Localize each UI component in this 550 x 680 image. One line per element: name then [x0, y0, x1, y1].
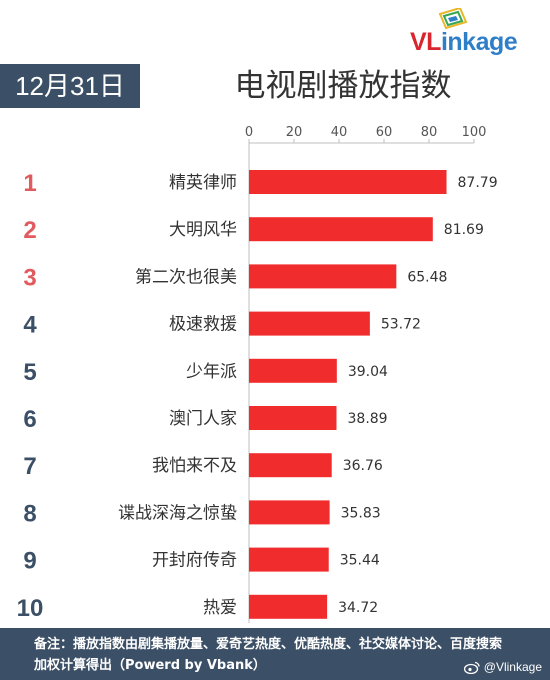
rank-number: 4 — [23, 312, 37, 339]
category-label: 热爱 — [203, 598, 237, 618]
rank-number: 5 — [23, 359, 36, 386]
x-tick-label: 60 — [376, 125, 393, 140]
rank-number: 3 — [23, 264, 36, 291]
value-label: 36.76 — [343, 458, 383, 474]
rank-number: 6 — [23, 406, 36, 433]
bar — [249, 217, 433, 242]
x-tick-label: 40 — [331, 125, 348, 140]
x-tick-label: 20 — [286, 125, 303, 140]
logo-prefix: VL — [410, 28, 441, 56]
category-label: 澳门人家 — [169, 409, 237, 429]
weibo-watermark: @Vlinkage — [463, 660, 542, 674]
category-label: 少年派 — [186, 362, 237, 382]
bar — [249, 264, 397, 289]
value-label: 39.04 — [348, 364, 388, 380]
vlinkage-logo: VLinkage — [400, 8, 540, 56]
footer-panel: 备注：播放指数由剧集播放量、爱奇艺热度、优酷热度、社交媒体讨论、百度搜索加权计算… — [0, 628, 550, 680]
category-label: 精英律师 — [169, 173, 237, 193]
category-label: 第二次也很美 — [135, 267, 237, 287]
bar — [249, 311, 370, 336]
category-label: 大明风华 — [169, 220, 237, 240]
logo-suffix: inkage — [440, 28, 518, 56]
chart-title: 电视剧播放指数 — [234, 68, 452, 104]
value-label: 35.83 — [341, 505, 381, 521]
footer-note: 备注：播放指数由剧集播放量、爱奇艺热度、优酷热度、社交媒体讨论、百度搜索加权计算… — [34, 637, 503, 673]
value-label: 34.72 — [338, 600, 378, 616]
category-label: 极速救援 — [169, 315, 237, 335]
bar — [249, 500, 330, 525]
x-tick-label: 0 — [245, 125, 253, 140]
value-label: 65.48 — [407, 269, 447, 285]
rank-number: 1 — [23, 170, 36, 197]
x-tick-label: 100 — [462, 125, 487, 140]
category-label: 我怕来不及 — [152, 456, 237, 476]
rank-number: 9 — [23, 548, 36, 575]
rank-number: 10 — [17, 595, 44, 622]
category-label: 开封府传奇 — [152, 551, 237, 571]
value-label: 38.89 — [348, 411, 388, 427]
bar — [249, 594, 328, 619]
bar — [249, 547, 329, 572]
logo-mark-icon — [438, 8, 468, 30]
bar — [249, 406, 337, 430]
bar — [249, 170, 447, 194]
bar — [249, 453, 332, 478]
x-tick-label: 80 — [421, 125, 438, 140]
value-label: 35.44 — [340, 553, 380, 569]
watermark-text: @Vlinkage — [483, 660, 542, 674]
value-label: 53.72 — [381, 317, 421, 333]
rank-number: 7 — [23, 453, 36, 480]
category-label: 谍战深海之惊蛰 — [118, 503, 237, 523]
logo-text: VLinkage — [410, 28, 518, 57]
bar-chart: 0 20 40 60 80 100 1 精英律师 87.79 2 大明风华 81.69 3 第二次也很美 6… — [17, 125, 498, 623]
rank-number: 2 — [23, 217, 36, 244]
bar — [249, 358, 337, 383]
rank-number: 8 — [23, 500, 36, 527]
weibo-icon — [463, 661, 480, 674]
value-label: 87.79 — [458, 175, 498, 191]
value-label: 81.69 — [444, 222, 484, 238]
date-label: 12月31日 — [0, 64, 140, 108]
